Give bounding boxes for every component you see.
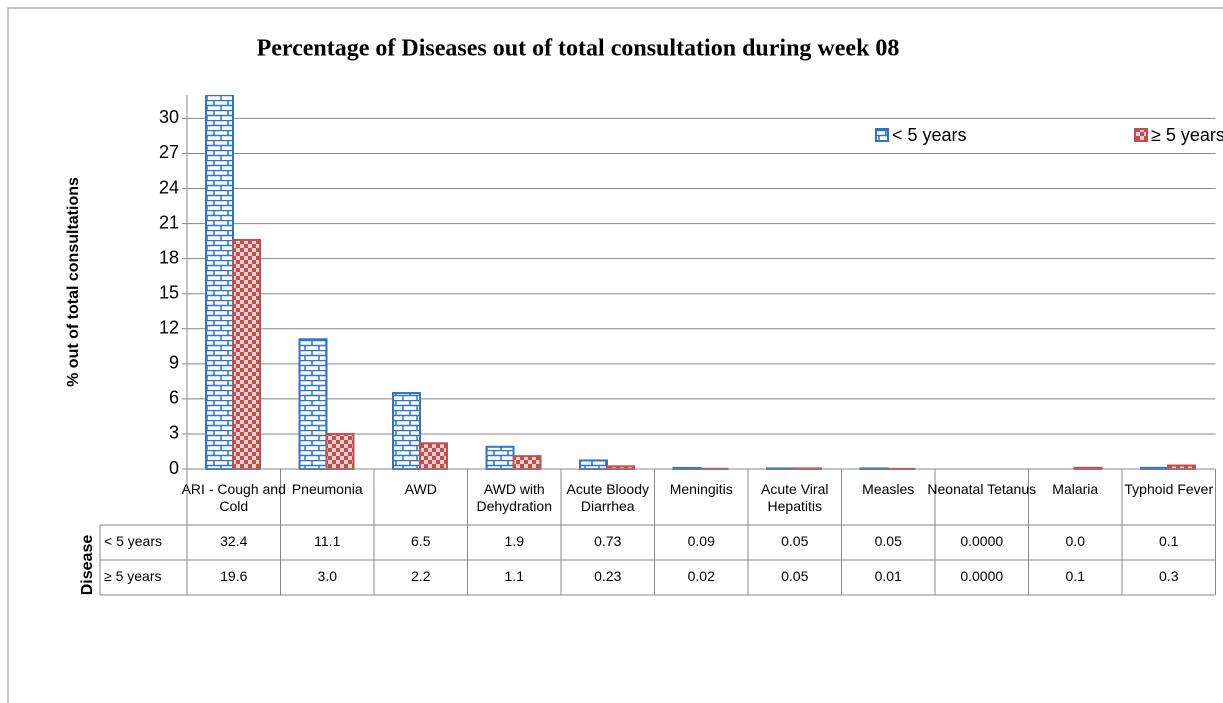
y-tick-label: 30: [159, 107, 179, 127]
x-tick-label: ARI - Cough and Cold: [181, 481, 286, 514]
table-cell: 0.02: [688, 568, 715, 584]
bar: [1167, 464, 1196, 470]
legend-label: < 5 years: [892, 125, 967, 145]
y-tick-label: 0: [169, 458, 179, 478]
y-tick-label: 24: [159, 177, 179, 197]
bar: [325, 432, 355, 470]
legend-swatch: [1134, 128, 1148, 142]
table-cell: 19.6: [220, 568, 247, 584]
y-tick-label: 21: [159, 212, 179, 232]
bar: [419, 442, 448, 470]
y-tick-label: 9: [169, 353, 179, 373]
table-row-label: ≥ 5 years: [104, 568, 161, 584]
table-cell: 0.0000: [960, 568, 1003, 584]
table-cell: 0.05: [781, 568, 808, 584]
plot: [205, 95, 1196, 470]
table-cell: 32.4: [220, 533, 247, 549]
bar: [298, 338, 328, 470]
table-cell: 3.0: [318, 568, 338, 584]
table-cell: 0.0: [1066, 533, 1086, 549]
table-cell: 0.05: [781, 533, 808, 549]
x-tick-label: Measles: [862, 481, 915, 497]
table-cell: 0.09: [688, 533, 715, 549]
table-cell: 2.2: [411, 568, 431, 584]
x-tick-label: Malaria: [1052, 481, 1099, 497]
legend-swatch: [875, 128, 889, 142]
table-cell: 0.05: [875, 533, 902, 549]
y-tick-label: 6: [169, 388, 179, 408]
bar: [485, 445, 515, 470]
chart-title: Percentage of Diseases out of total cons…: [257, 36, 900, 62]
x-axis-title: Disease: [79, 535, 96, 596]
table-cell: 0.0000: [960, 533, 1003, 549]
y-tick-label: 15: [159, 282, 179, 302]
table-cell: 6.5: [411, 533, 431, 549]
x-tick-label: Acute Viral Hepatitis: [761, 481, 829, 514]
x-tick-label: Acute Bloody Diarrhea: [566, 481, 650, 514]
legend-label: ≥ 5 years: [1151, 125, 1223, 145]
bar: [232, 238, 261, 470]
table-cell: 0.73: [594, 533, 621, 549]
table-cell: 1.1: [505, 568, 525, 584]
table-cell: 0.1: [1159, 533, 1179, 549]
frame: [7, 7, 1223, 703]
bar: [512, 455, 542, 470]
table-row-label: < 5 years: [104, 533, 162, 549]
x-tick-label: Neonatal Tetanus: [927, 481, 1037, 497]
bar: [392, 392, 421, 470]
table-cell: 0.23: [594, 568, 621, 584]
bar: [579, 459, 608, 470]
x-tick-label: Typhoid Fever: [1124, 481, 1214, 497]
y-axis-title: % out of total consultations: [65, 177, 82, 387]
table-cell: 0.1: [1066, 568, 1086, 584]
table-cell: 0.01: [875, 568, 902, 584]
y-tick-label: 18: [159, 247, 179, 267]
x-tick-label: AWD: [404, 481, 437, 497]
x-tick-label: Meningitis: [669, 481, 733, 497]
y-tick-label: 27: [159, 142, 179, 162]
y-tick-label: 12: [159, 318, 179, 338]
y-tick-label: 3: [169, 423, 179, 443]
x-tick-label: AWD with Dehydration: [476, 481, 553, 514]
bar: [205, 95, 234, 470]
table-cell: 1.9: [505, 533, 525, 549]
table-cell: 11.1: [314, 533, 340, 549]
table-cell: 0.3: [1159, 568, 1179, 584]
x-tick-label: Pneumonia: [291, 481, 363, 497]
